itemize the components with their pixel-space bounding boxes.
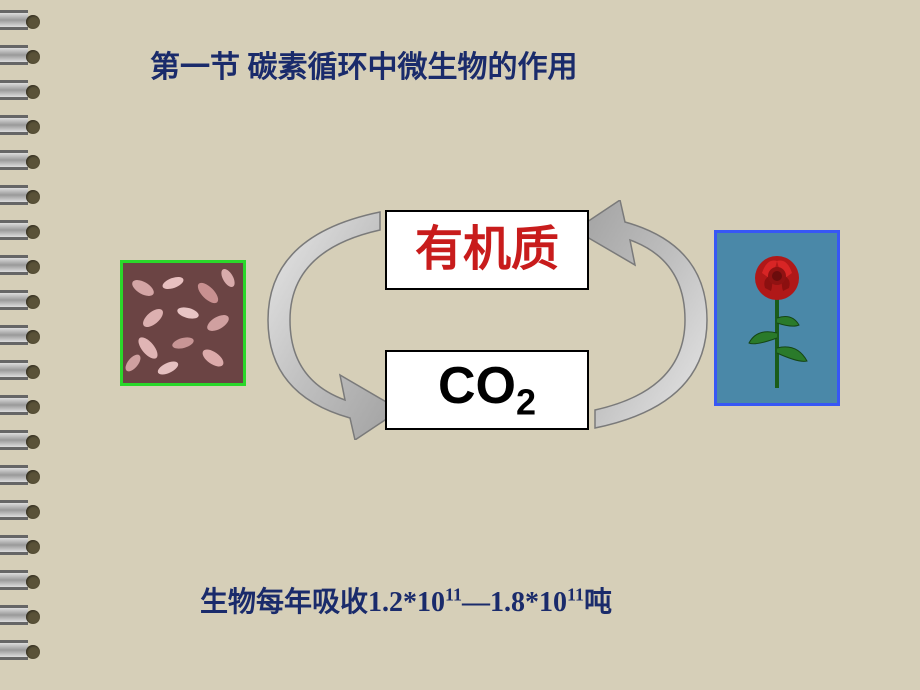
microbe-icon bbox=[123, 263, 243, 383]
spiral-ring bbox=[0, 500, 38, 524]
spiral-ring bbox=[0, 570, 38, 594]
spiral-ring bbox=[0, 255, 38, 279]
spiral-ring bbox=[0, 395, 38, 419]
spiral-ring bbox=[0, 80, 38, 104]
spiral-ring bbox=[0, 290, 38, 314]
spiral-ring bbox=[0, 185, 38, 209]
spiral-ring bbox=[0, 640, 38, 664]
spiral-ring bbox=[0, 220, 38, 244]
plant-image bbox=[714, 230, 840, 406]
rose-icon bbox=[727, 243, 827, 393]
spiral-ring bbox=[0, 535, 38, 559]
spiral-ring bbox=[0, 150, 38, 174]
spiral-ring bbox=[0, 465, 38, 489]
spiral-ring bbox=[0, 45, 38, 69]
spiral-ring bbox=[0, 10, 38, 34]
spiral-ring bbox=[0, 325, 38, 349]
left-cycle-arrow bbox=[260, 200, 400, 440]
spiral-ring bbox=[0, 605, 38, 629]
spiral-ring bbox=[0, 430, 38, 454]
co2-box: CO2 bbox=[385, 350, 589, 430]
organic-matter-label: 有机质 bbox=[415, 223, 559, 276]
spiral-binding bbox=[0, 0, 60, 690]
spiral-ring bbox=[0, 115, 38, 139]
microorganism-image bbox=[120, 260, 246, 386]
right-cycle-arrow bbox=[575, 200, 715, 440]
co2-label: CO2 bbox=[438, 356, 536, 423]
spiral-ring bbox=[0, 360, 38, 384]
slide-title: 第一节 碳素循环中微生物的作用 bbox=[150, 42, 578, 86]
carbon-cycle-diagram: 有机质 CO2 bbox=[120, 200, 840, 480]
organic-matter-box: 有机质 bbox=[385, 210, 589, 290]
absorption-statistic: 生物每年吸收1.2*1011—1.8*1011吨 bbox=[200, 580, 612, 620]
